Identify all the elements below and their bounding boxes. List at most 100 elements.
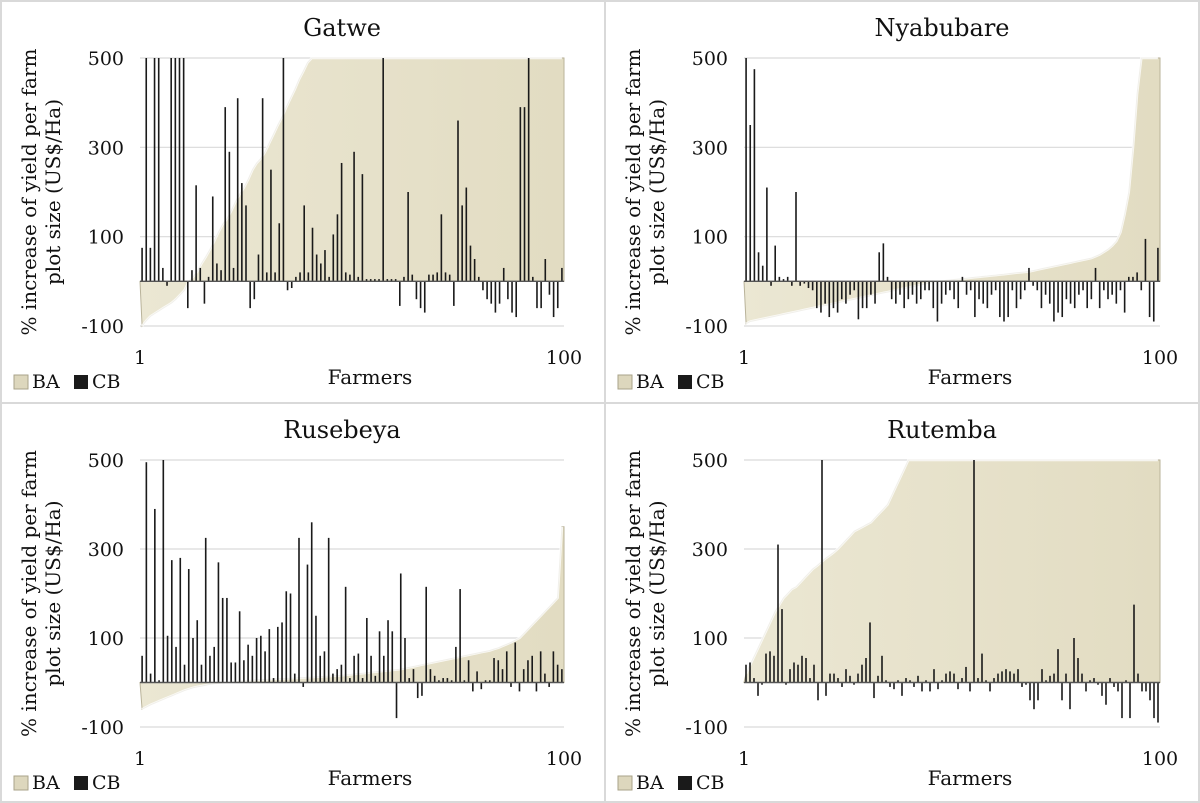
cb-bar bbox=[158, 680, 160, 683]
cb-bar bbox=[501, 669, 504, 683]
cb-bar bbox=[310, 522, 313, 683]
cb-bar bbox=[1121, 682, 1123, 719]
x-tick-label: 1 bbox=[738, 748, 750, 770]
cb-bar bbox=[428, 274, 430, 282]
cb-bar bbox=[791, 281, 793, 286]
cb-bar bbox=[969, 682, 971, 692]
legend-label-ba: BA bbox=[32, 371, 60, 393]
cb-bar bbox=[1103, 281, 1105, 291]
cb-bar bbox=[1057, 649, 1059, 683]
cb-bar bbox=[289, 593, 292, 683]
cb-bar bbox=[1105, 682, 1107, 705]
cb-bar bbox=[448, 274, 451, 282]
cb-bar bbox=[166, 635, 169, 683]
cb-bar bbox=[901, 682, 903, 696]
cb-bar bbox=[845, 281, 847, 304]
cb-bar bbox=[903, 281, 905, 309]
cb-bar bbox=[1113, 682, 1115, 687]
cb-bar bbox=[552, 281, 555, 318]
cb-bar bbox=[386, 279, 389, 282]
cb-bar bbox=[480, 682, 483, 690]
cb-bar bbox=[1053, 281, 1055, 322]
cb-bar bbox=[905, 678, 907, 683]
x-tick-label: 100 bbox=[1142, 748, 1178, 770]
cb-bar bbox=[999, 281, 1001, 318]
cb-bar bbox=[797, 664, 799, 683]
cb-bar bbox=[816, 281, 818, 309]
cb-bar bbox=[897, 680, 899, 683]
cb-bar bbox=[336, 669, 338, 683]
legend-swatch-cb bbox=[678, 776, 692, 790]
cb-bar bbox=[1011, 281, 1014, 291]
cb-bar bbox=[1061, 682, 1063, 701]
cb-bar bbox=[399, 573, 402, 683]
cb-bar bbox=[216, 263, 218, 282]
cb-bar bbox=[411, 274, 414, 282]
cb-bar bbox=[207, 276, 210, 282]
cb-bar bbox=[170, 560, 173, 683]
cb-bar bbox=[1001, 671, 1003, 683]
cb-bar bbox=[357, 276, 360, 282]
cb-bar bbox=[353, 151, 355, 282]
cb-bar bbox=[753, 69, 756, 282]
cb-bar bbox=[1148, 281, 1151, 318]
cb-bar bbox=[953, 673, 955, 683]
cb-bar bbox=[917, 675, 919, 683]
cb-bar bbox=[502, 267, 505, 282]
cb-bar bbox=[1017, 669, 1019, 683]
cb-bar bbox=[446, 678, 449, 683]
cb-bar bbox=[561, 267, 563, 282]
chart-title: Rutemba bbox=[887, 416, 997, 444]
cb-bar bbox=[232, 267, 235, 282]
cb-bar bbox=[757, 682, 759, 696]
chart-panel-rutemba: Rutemba 500 300 100 -100 1 100 Farmers % increas… bbox=[604, 402, 1200, 803]
cb-bar bbox=[141, 247, 143, 282]
legend-swatch-cb bbox=[74, 375, 88, 389]
cb-bar bbox=[873, 682, 875, 699]
y-tick-label: 300 bbox=[88, 539, 124, 561]
cb-bar bbox=[191, 270, 193, 282]
cb-bar bbox=[881, 655, 883, 683]
cb-bar bbox=[1028, 267, 1030, 282]
cb-bar bbox=[382, 655, 385, 683]
cb-bar bbox=[1033, 682, 1035, 710]
cb-bar bbox=[230, 662, 232, 683]
legend-label-ba: BA bbox=[636, 772, 664, 794]
cb-bar bbox=[853, 682, 855, 685]
cb-bar bbox=[885, 680, 887, 683]
cb-bar bbox=[236, 98, 239, 282]
cb-bar bbox=[311, 227, 314, 282]
cb-bar bbox=[1090, 281, 1093, 300]
cb-bar bbox=[467, 660, 470, 683]
cb-bar bbox=[957, 682, 959, 690]
cb-bar bbox=[455, 646, 457, 683]
cb-bar bbox=[1157, 247, 1159, 282]
cb-bars bbox=[141, 58, 563, 318]
cb-bar bbox=[302, 682, 305, 687]
cb-bar bbox=[841, 682, 843, 687]
legend-swatch-ba bbox=[617, 775, 633, 791]
cb-bar bbox=[865, 281, 868, 309]
cb-bar bbox=[515, 281, 517, 318]
y-tick-label: -100 bbox=[81, 316, 124, 338]
cb-bar bbox=[178, 58, 181, 282]
cb-bar bbox=[1037, 682, 1039, 701]
cb-bar bbox=[440, 214, 443, 282]
cb-bar bbox=[429, 669, 432, 683]
cb-bar bbox=[921, 682, 923, 692]
cb-bar bbox=[1040, 281, 1043, 309]
cb-bar bbox=[268, 629, 271, 683]
cb-bar bbox=[290, 281, 293, 289]
cb-bar bbox=[949, 281, 951, 291]
ba-area-highlight bbox=[745, 56, 1158, 325]
y-tick-label: -100 bbox=[685, 316, 728, 338]
cb-bar bbox=[1137, 673, 1139, 683]
cb-bar bbox=[203, 281, 206, 304]
cb-bar bbox=[442, 678, 444, 683]
cb-bar bbox=[1049, 675, 1051, 683]
cb-bar bbox=[1081, 673, 1083, 683]
cb-bar bbox=[395, 682, 398, 719]
cb-bar bbox=[933, 669, 935, 683]
cb-bar bbox=[195, 185, 197, 282]
cb-bar bbox=[953, 281, 955, 300]
